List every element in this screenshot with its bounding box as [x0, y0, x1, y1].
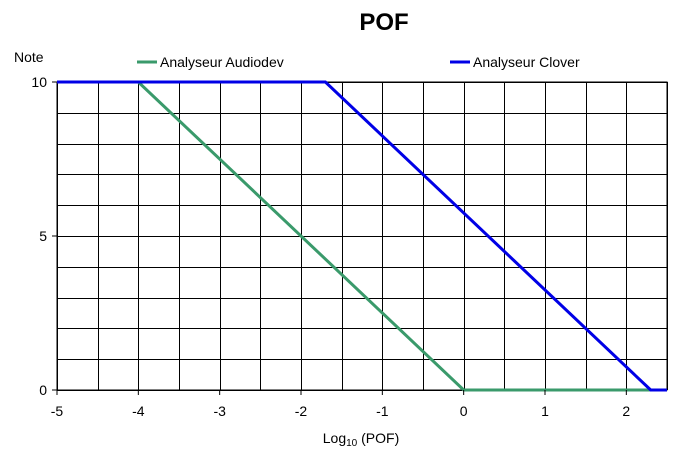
- x-tick-label: -5: [51, 403, 64, 419]
- y-axis-label: Note: [14, 49, 44, 65]
- x-axis-label: Log10 (POF): [323, 430, 399, 449]
- legend-label-clover: Analyseur Clover: [473, 54, 580, 70]
- series-layer: [57, 80, 667, 392]
- y-tick-label: 0: [39, 382, 47, 398]
- chart-title: POF: [359, 9, 408, 36]
- x-tick-label: -3: [213, 403, 226, 419]
- x-tick-label: -1: [376, 403, 389, 419]
- x-tick-label: -2: [295, 403, 308, 419]
- legend: Analyseur Audiodev Analyseur Clover: [137, 54, 580, 70]
- x-axis-label-subscript: 10: [346, 438, 358, 449]
- y-tick-label: 5: [39, 228, 47, 244]
- tick-labels: -5 -4 -3 -2 -1 0 1 2 0 5 10: [31, 74, 630, 419]
- series-line-clover: [57, 80, 667, 392]
- legend-label-audiodev: Analyseur Audiodev: [160, 54, 284, 70]
- x-tick-label: 0: [460, 403, 468, 419]
- x-tick-label: 1: [541, 403, 549, 419]
- x-axis-label-main: Log: [323, 430, 346, 446]
- x-axis-label-rest: (POF): [357, 430, 399, 446]
- y-tick-label: 10: [31, 74, 47, 90]
- x-tick-label: -4: [132, 403, 145, 419]
- x-tick-label: 2: [622, 403, 630, 419]
- grid: [56, 81, 668, 391]
